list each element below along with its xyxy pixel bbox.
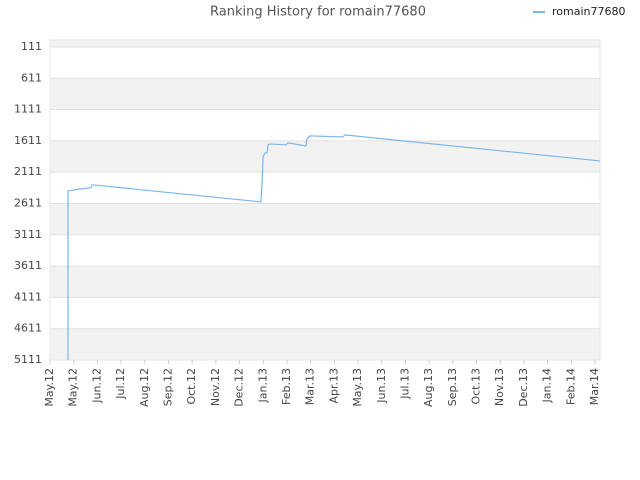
y-tick-label: 611: [21, 71, 42, 84]
line-series: [67, 134, 601, 360]
y-tick-label: 5111: [14, 353, 42, 366]
plot-band: [50, 203, 600, 235]
x-tick-label: Apr.13: [327, 368, 340, 404]
plot-band: [50, 266, 600, 298]
y-tick-label: 4111: [14, 290, 42, 303]
x-tick-label: May.13: [351, 368, 364, 407]
y-tick-label: 1611: [14, 134, 42, 147]
x-tick-label: Oct.13: [470, 368, 483, 405]
x-tick-label: May.12: [67, 368, 80, 407]
y-tick-label: 1111: [14, 103, 42, 116]
x-tick-label: Nov.13: [493, 368, 506, 406]
x-tick-label: Feb.14: [564, 368, 577, 405]
x-tick-label: Mar.13: [304, 368, 317, 405]
plot-frame: [49, 39, 601, 361]
x-tick-label: Aug.12: [138, 368, 151, 407]
plot-band: [50, 78, 600, 110]
x-tick-label: Jul.12: [114, 368, 127, 400]
y-tick-label: 2611: [14, 196, 42, 209]
plot-band: [50, 328, 600, 360]
x-tick-label: Nov.12: [209, 368, 222, 406]
y-tick-label: 2111: [14, 165, 42, 178]
legend-label: romain77680: [552, 5, 626, 18]
chart-title: Ranking History for romain77680: [210, 5, 426, 20]
plot-band: [50, 40, 600, 47]
x-tick-label: May.12: [43, 368, 56, 407]
x-tick-label: Jan.14: [541, 368, 554, 403]
x-tick-label: Jul.13: [398, 368, 411, 400]
x-tick-label: Jan.13: [256, 368, 269, 403]
y-tick-label: 3111: [14, 228, 42, 241]
x-tick-label: Jun.12: [90, 368, 103, 404]
y-tick-label: 111: [21, 40, 42, 53]
x-tick-label: Jun.13: [375, 368, 388, 404]
x-tick-label: Sep.12: [161, 368, 174, 406]
plot-band: [50, 140, 600, 173]
x-tick-label: Mar.14: [588, 368, 601, 405]
x-tick-label: Sep.13: [446, 368, 459, 406]
x-tick-label: Aug.13: [422, 368, 435, 407]
x-tick-label: Dec.13: [517, 368, 530, 407]
x-tick-label: Oct.12: [185, 368, 198, 405]
x-tick-label: Feb.13: [280, 368, 293, 405]
x-tick-label: Dec.12: [233, 368, 246, 407]
y-tick-label: 4611: [14, 322, 42, 335]
y-tick-label: 3611: [14, 259, 42, 272]
